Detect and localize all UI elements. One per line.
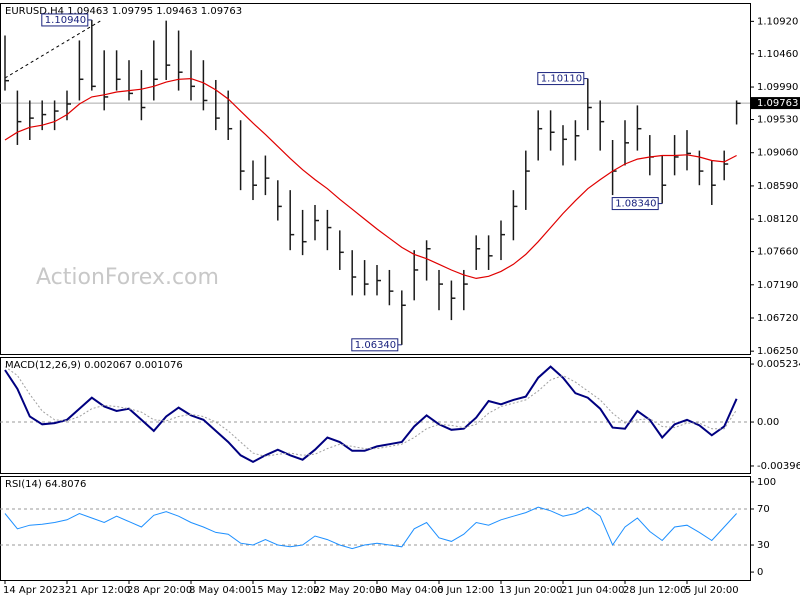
x-tick-label: 14 Apr 2023 <box>3 585 65 596</box>
annotation-box <box>351 338 399 352</box>
panel-frame <box>0 357 751 474</box>
panel-title: MACD(12,26,9) 0.002067 0.001076 <box>5 360 183 371</box>
y-tick-label: 1.09060 <box>757 148 798 159</box>
series-line <box>4 366 738 457</box>
y-tick-label: 30 <box>757 540 770 551</box>
x-tick-label: 5 Jul 20:00 <box>685 585 739 596</box>
annotation-label: 1.08340 <box>615 199 656 210</box>
y-tick-label: 1.09530 <box>757 115 798 126</box>
y-tick-label: 1.07190 <box>757 280 798 291</box>
x-tick-label: 21 Jun 04:00 <box>561 585 625 596</box>
annotation-label: 1.10110 <box>541 74 582 85</box>
trend-line <box>4 19 103 79</box>
moving-average <box>4 77 737 280</box>
x-tick-label: 6 Jun 12:00 <box>437 585 494 596</box>
y-tick-label: -0.003966 <box>757 461 800 472</box>
annotation-box <box>537 72 585 86</box>
y-tick-label: 0 <box>757 567 763 578</box>
y-tick-label: 1.07660 <box>757 247 798 258</box>
x-tick-label: 13 Jun 20:00 <box>499 585 563 596</box>
x-tick-label: 28 Apr 20:00 <box>127 585 192 596</box>
y-tick-label: 0.00 <box>757 417 779 428</box>
x-tick-label: 30 May 04:00 <box>375 585 444 596</box>
series-line <box>4 506 737 550</box>
y-tick-label: 1.06250 <box>757 346 798 357</box>
panel-title: EURUSD,H4 1.09463 1.09795 1.09463 1.0976… <box>5 6 242 17</box>
x-tick-label: 28 Jun 12:00 <box>623 585 687 596</box>
y-tick-label: 100 <box>757 477 776 488</box>
y-tick-label: 1.06720 <box>757 313 798 324</box>
y-tick-label: 1.08590 <box>757 181 798 192</box>
x-tick-label: 8 May 04:00 <box>189 585 251 596</box>
y-tick-label: 1.10460 <box>757 49 798 60</box>
watermark: ActionForex.com <box>36 265 219 290</box>
x-tick-label: 21 Apr 12:00 <box>65 585 130 596</box>
y-tick-label: 70 <box>757 504 770 515</box>
x-tick-label: 22 May 20:00 <box>313 585 382 596</box>
annotation-label: 1.10940 <box>45 15 86 26</box>
panel-frame <box>0 3 751 355</box>
panel-title: RSI(14) 64.8076 <box>5 479 86 490</box>
y-tick-label: 1.08120 <box>757 214 798 225</box>
y-tick-label: 1.10920 <box>757 16 798 27</box>
y-tick-label: 0.005234 <box>757 359 800 370</box>
x-tick-label: 15 May 12:00 <box>251 585 320 596</box>
current-price-box <box>751 97 800 110</box>
y-tick-label: 1.09990 <box>757 82 798 93</box>
annotation-label: 1.06340 <box>355 340 396 351</box>
annotation-box <box>611 197 659 211</box>
current-price-label: 1.09763 <box>757 98 798 109</box>
panel-frame <box>0 476 751 581</box>
annotation-box <box>41 13 89 27</box>
